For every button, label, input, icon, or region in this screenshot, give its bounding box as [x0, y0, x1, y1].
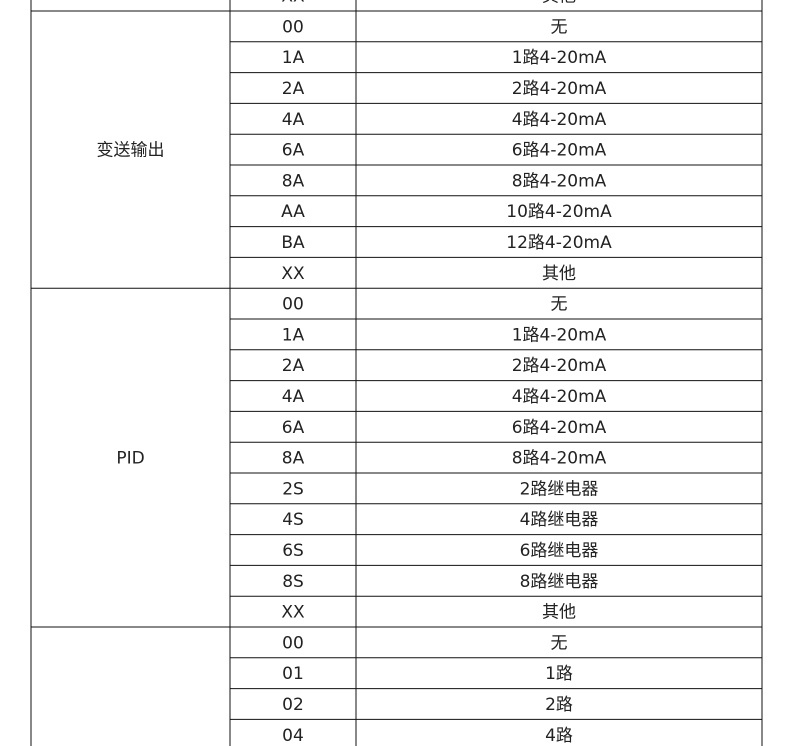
code-cell: 02: [282, 695, 304, 715]
desc-cell: 无: [551, 295, 568, 315]
desc-cell: 1路4-20mA: [512, 325, 607, 345]
desc-cell: 2路4-20mA: [512, 356, 607, 376]
desc-cell: 1路: [545, 664, 573, 684]
code-cell: 1A: [282, 48, 305, 68]
group-label: PID: [116, 449, 144, 469]
desc-cell: 6路4-20mA: [512, 418, 607, 438]
desc-cell: 6路4-20mA: [512, 141, 607, 161]
code-cell: BA: [281, 233, 305, 253]
code-cell: XX: [281, 603, 305, 623]
code-cell: 1A: [282, 325, 305, 345]
code-cell: 00: [282, 295, 304, 315]
desc-cell: 无: [551, 17, 568, 37]
code-cell: 04: [282, 726, 304, 746]
code-cell: 2S: [282, 479, 304, 499]
desc-cell: 其他: [542, 0, 576, 7]
code-cell: 6S: [282, 541, 304, 561]
desc-cell: 6路继电器: [520, 541, 599, 561]
desc-cell: 4路4-20mA: [512, 387, 607, 407]
desc-cell: 2路继电器: [520, 479, 599, 499]
code-cell: AA: [281, 202, 305, 222]
code-cell: 4A: [282, 110, 305, 130]
code-cell: 8S: [282, 572, 304, 592]
desc-cell: 4路: [545, 726, 573, 746]
desc-cell: 2路4-20mA: [512, 79, 607, 99]
code-cell: 6A: [282, 141, 305, 161]
desc-cell: 4路4-20mA: [512, 110, 607, 130]
desc-cell: 8路4-20mA: [512, 449, 607, 469]
code-cell: XX: [281, 0, 305, 7]
code-cell: 4A: [282, 387, 305, 407]
code-cell: XX: [281, 264, 305, 284]
desc-cell: 12路4-20mA: [506, 233, 612, 253]
code-cell: 6A: [282, 418, 305, 438]
desc-cell: 其他: [542, 603, 576, 623]
code-cell: 8A: [282, 171, 305, 191]
group-label: 变送输出: [97, 141, 165, 161]
code-cell: 2A: [282, 356, 305, 376]
code-cell: 4S: [282, 510, 304, 530]
desc-cell: 无: [551, 633, 568, 653]
code-cell: 01: [282, 664, 304, 684]
desc-cell: 10路4-20mA: [506, 202, 612, 222]
desc-cell: 其他: [542, 264, 576, 284]
desc-cell: 4路继电器: [520, 510, 599, 530]
code-cell: 00: [282, 633, 304, 653]
code-cell: 8A: [282, 449, 305, 469]
desc-cell: 2路: [545, 695, 573, 715]
code-cell: 00: [282, 17, 304, 37]
desc-cell: 8路继电器: [520, 572, 599, 592]
desc-cell: 8路4-20mA: [512, 171, 607, 191]
desc-cell: 1路4-20mA: [512, 48, 607, 68]
code-cell: 2A: [282, 79, 305, 99]
